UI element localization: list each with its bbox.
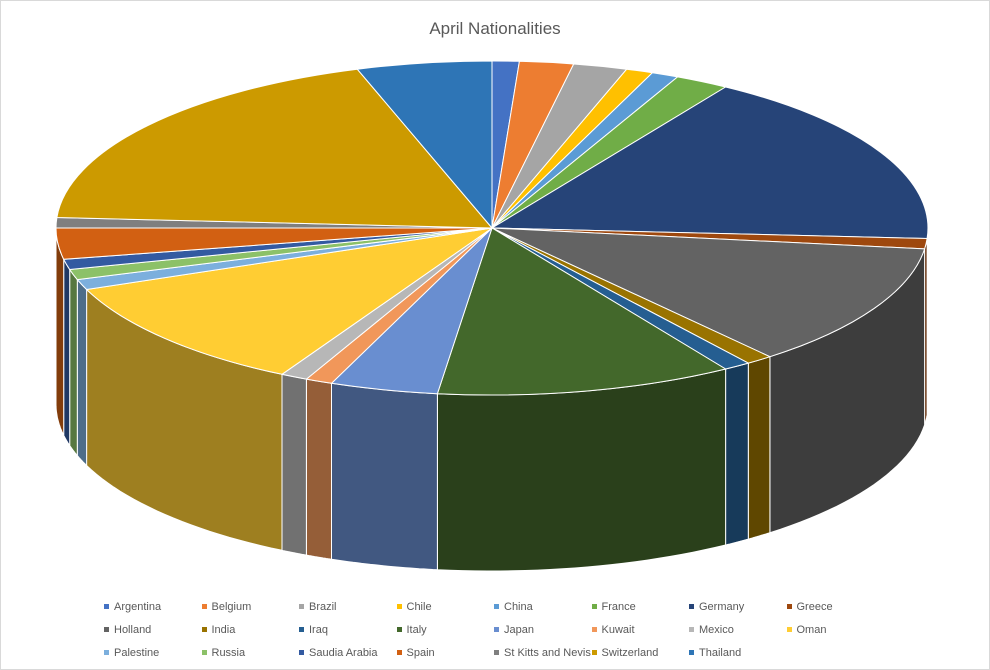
legend-label: Saudia Arabia <box>309 646 378 659</box>
pie-slice-holland <box>491 227 926 358</box>
legend-swatch <box>786 604 792 609</box>
legend-label: Thailand <box>699 646 742 659</box>
pie-side-italy <box>436 368 727 572</box>
pie-slice-germany <box>490 86 929 240</box>
legend-swatch <box>396 604 402 609</box>
legend-swatch <box>201 627 207 632</box>
pie-side-palestine <box>76 278 88 467</box>
legend-item-palestine: Palestine <box>104 644 202 661</box>
legend-item-mexico: Mexico <box>689 621 787 638</box>
legend-item-france: France <box>591 598 690 615</box>
legend-label: Argentina <box>114 600 162 613</box>
legend-swatch <box>299 627 304 632</box>
legend-label: St Kitts and Nevis <box>504 646 591 659</box>
legend-label: France <box>601 600 636 613</box>
legend-item-saudia-arabia: Saudia Arabia <box>299 644 397 661</box>
legend-item-argentina: Argentina <box>104 598 202 615</box>
legend-item-thailand: Thailand <box>689 644 787 661</box>
legend-swatch <box>689 604 694 609</box>
legend-swatch <box>104 650 109 655</box>
legend-swatch <box>591 604 597 609</box>
legend-item-germany: Germany <box>689 598 787 615</box>
legend-label: Belgium <box>211 600 252 613</box>
legend-swatch <box>396 627 402 632</box>
legend-swatch <box>591 650 597 655</box>
legend-item-japan: Japan <box>494 621 592 638</box>
legend-swatch <box>104 627 109 632</box>
legend-label: Mexico <box>699 623 734 636</box>
legend-item-kuwait: Kuwait <box>591 621 690 638</box>
legend-item-holland: Holland <box>104 621 202 638</box>
legend-label: Germany <box>699 600 745 613</box>
legend-label: Brazil <box>309 600 337 613</box>
legend-swatch <box>689 650 694 655</box>
pie-side-mexico <box>281 373 307 556</box>
chart-legend: Argentina Belgium Brazil Chile China France Ge… <box>104 598 884 661</box>
pie-side-iraq <box>725 362 749 546</box>
legend-swatch <box>396 650 402 655</box>
legend-item-chile: Chile <box>396 598 495 615</box>
legend-swatch <box>786 627 792 632</box>
legend-swatch <box>494 650 499 655</box>
legend-item-oman: Oman <box>786 621 885 638</box>
pie-side-india <box>747 356 771 540</box>
legend-item-brazil: Brazil <box>299 598 397 615</box>
legend-label: China <box>504 600 533 613</box>
legend-item-st-kitts-and-nevis: St Kitts and Nevis <box>494 644 592 661</box>
legend-label: Iraq <box>309 623 328 636</box>
legend-swatch <box>689 627 694 632</box>
legend-label: Japan <box>504 623 534 636</box>
legend-label: Spain <box>406 646 435 659</box>
legend-label: Chile <box>406 600 432 613</box>
pie-side-russia <box>69 267 78 458</box>
legend-swatch <box>104 604 109 609</box>
legend-swatch <box>494 604 499 609</box>
pie-side-japan <box>331 382 438 571</box>
legend-label: Russia <box>211 646 246 659</box>
pie-side-kuwait <box>305 378 332 560</box>
legend-label: Kuwait <box>601 623 635 636</box>
pie-slice-oman <box>85 227 493 375</box>
legend-swatch <box>201 650 207 655</box>
legend-item-russia: Russia <box>201 644 300 661</box>
legend-item-iraq: Iraq <box>299 621 397 638</box>
legend-label: Oman <box>796 623 827 636</box>
pie-slice-italy <box>436 227 727 396</box>
legend-item-india: India <box>201 621 300 638</box>
legend-item-china: China <box>494 598 592 615</box>
legend-label: Switzerland <box>601 646 659 659</box>
pie-side-saudia-arabia <box>63 259 71 447</box>
legend-label: Palestine <box>114 646 160 659</box>
chart-title: April Nationalities <box>429 19 561 38</box>
legend-swatch <box>201 604 207 609</box>
legend-item-spain: Spain <box>396 644 495 661</box>
legend-item-greece: Greece <box>786 598 885 615</box>
legend-label: Italy <box>406 623 427 636</box>
legend-item-italy: Italy <box>396 621 495 638</box>
pie-slice-thailand <box>356 60 493 230</box>
legend-item-switzerland: Switzerland <box>591 644 690 661</box>
legend-label: Holland <box>114 623 152 636</box>
legend-swatch <box>591 627 597 632</box>
pie-slice-switzerland <box>56 68 494 229</box>
legend-swatch <box>299 650 304 655</box>
pie-side-spain <box>55 228 65 436</box>
legend-label: India <box>211 623 236 636</box>
legend-label: Greece <box>796 600 833 613</box>
legend-item-belgium: Belgium <box>201 598 300 615</box>
legend-swatch <box>494 627 499 632</box>
legend-swatch <box>299 604 304 609</box>
